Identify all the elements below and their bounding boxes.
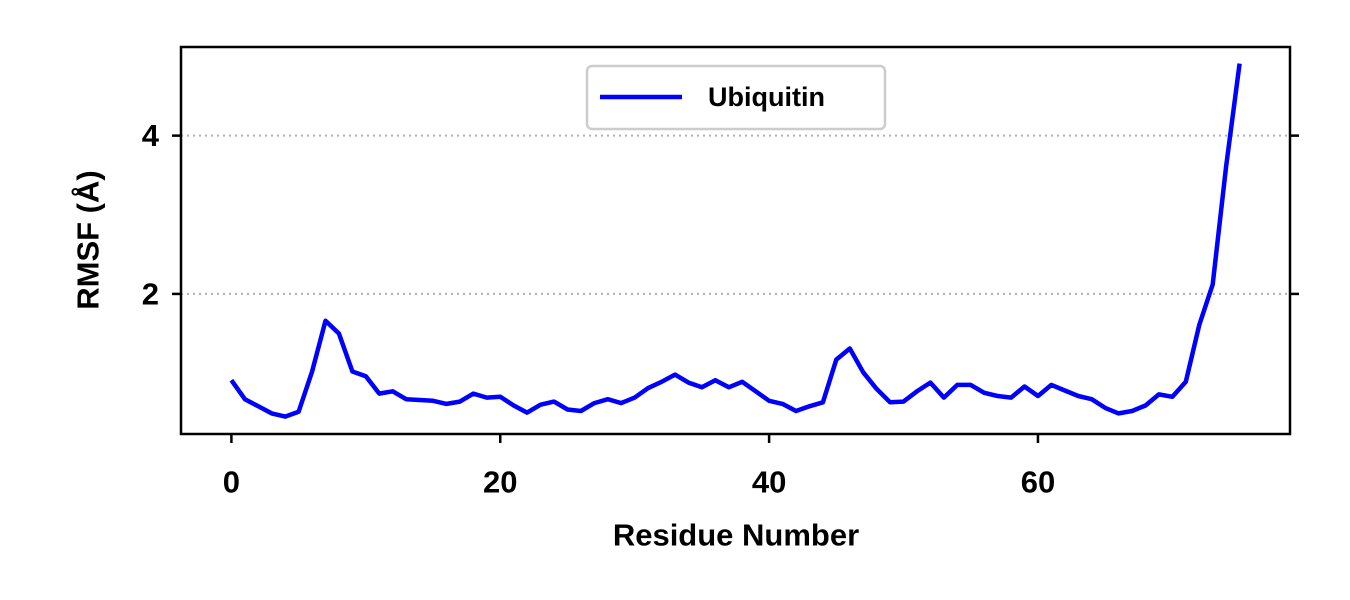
x-tick-label-20: 20 — [483, 465, 517, 500]
y-tick-label-4: 4 — [142, 118, 160, 153]
x-tick-label-40: 40 — [752, 465, 786, 500]
x-tick-label-0: 0 — [223, 465, 240, 500]
series-line-ubiquitin — [229, 63, 1242, 419]
plot-frame — [179, 45, 1292, 436]
legend-label-ubiquitin: Ubiquitin — [708, 82, 825, 112]
y-tick-label-2: 2 — [142, 276, 159, 311]
x-tick-label-60: 60 — [1021, 465, 1055, 500]
grid-lines — [181, 134, 1290, 295]
legend: Ubiquitin — [585, 64, 887, 131]
legend-box — [585, 64, 887, 131]
y-axis-title: RMSF (Å) — [71, 170, 106, 309]
series-layer — [229, 63, 1242, 419]
x-axis-title: Residue Number — [613, 518, 859, 553]
axis-ticks: 240 20 40 60 — [142, 118, 1299, 500]
